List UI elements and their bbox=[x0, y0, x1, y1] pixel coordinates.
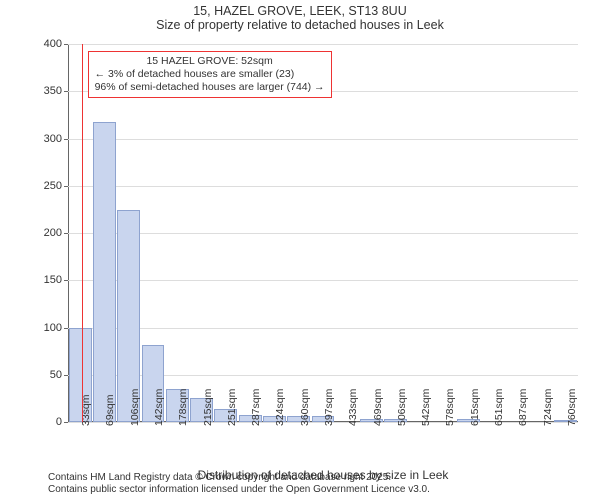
plot-area: Number of detached properties Distributi… bbox=[68, 44, 578, 422]
y-tick-label: 250 bbox=[44, 180, 62, 192]
x-tick-label: 106sqm bbox=[129, 389, 141, 426]
y-tick-mark bbox=[64, 375, 68, 376]
y-tick-mark bbox=[64, 280, 68, 281]
x-tick-label: 760sqm bbox=[566, 389, 578, 426]
x-tick-label: 578sqm bbox=[444, 389, 456, 426]
attribution-line-2: Contains public sector information licen… bbox=[48, 484, 430, 496]
y-tick-mark bbox=[64, 139, 68, 140]
y-tick-mark bbox=[64, 328, 68, 329]
x-tick-label: 324sqm bbox=[274, 389, 286, 426]
y-tick-mark bbox=[64, 186, 68, 187]
title-block: 15, HAZEL GROVE, LEEK, ST13 8UU Size of … bbox=[0, 0, 600, 32]
x-tick-label: 615sqm bbox=[469, 389, 481, 426]
gridline bbox=[68, 328, 578, 329]
y-tick-mark bbox=[64, 422, 68, 423]
x-tick-label: 142sqm bbox=[153, 389, 165, 426]
x-tick-label: 287sqm bbox=[250, 389, 262, 426]
y-tick-label: 400 bbox=[44, 38, 62, 50]
y-tick-label: 350 bbox=[44, 85, 62, 97]
chart-container: 15, HAZEL GROVE, LEEK, ST13 8UU Size of … bbox=[0, 0, 600, 500]
subject-marker-line bbox=[82, 44, 83, 422]
gridline bbox=[68, 139, 578, 140]
x-tick-label: 724sqm bbox=[542, 389, 554, 426]
y-tick-label: 100 bbox=[44, 322, 62, 334]
y-tick-label: 150 bbox=[44, 274, 62, 286]
y-tick-label: 200 bbox=[44, 227, 62, 239]
title-line-2: Size of property relative to detached ho… bbox=[0, 18, 600, 32]
x-tick-label: 469sqm bbox=[372, 389, 384, 426]
y-tick-label: 300 bbox=[44, 133, 62, 145]
y-tick-label: 0 bbox=[56, 416, 62, 428]
attribution-line-1: Contains HM Land Registry data © Crown c… bbox=[48, 472, 430, 484]
y-tick-mark bbox=[64, 44, 68, 45]
gridline bbox=[68, 233, 578, 234]
x-tick-label: 506sqm bbox=[396, 389, 408, 426]
callout-line: 15 HAZEL GROVE: 52sqm bbox=[95, 55, 325, 68]
bar bbox=[93, 122, 116, 423]
gridline bbox=[68, 280, 578, 281]
x-tick-label: 251sqm bbox=[226, 389, 238, 426]
callout-line: ← 3% of detached houses are smaller (23) bbox=[95, 68, 325, 81]
callout-line: 96% of semi-detached houses are larger (… bbox=[95, 81, 325, 94]
x-tick-label: 69sqm bbox=[104, 394, 116, 426]
x-tick-label: 651sqm bbox=[493, 389, 505, 426]
title-line-1: 15, HAZEL GROVE, LEEK, ST13 8UU bbox=[0, 4, 600, 18]
x-tick-label: 542sqm bbox=[420, 389, 432, 426]
y-tick-label: 50 bbox=[50, 369, 62, 381]
callout-box: 15 HAZEL GROVE: 52sqm← 3% of detached ho… bbox=[88, 51, 332, 98]
x-tick-label: 215sqm bbox=[202, 389, 214, 426]
gridline bbox=[68, 186, 578, 187]
gridline bbox=[68, 44, 578, 45]
x-tick-label: 397sqm bbox=[323, 389, 335, 426]
x-tick-label: 433sqm bbox=[347, 389, 359, 426]
attribution-block: Contains HM Land Registry data © Crown c… bbox=[48, 472, 430, 496]
y-tick-mark bbox=[64, 91, 68, 92]
x-tick-label: 687sqm bbox=[517, 389, 529, 426]
x-tick-label: 178sqm bbox=[177, 389, 189, 426]
y-tick-mark bbox=[64, 233, 68, 234]
x-tick-label: 360sqm bbox=[299, 389, 311, 426]
